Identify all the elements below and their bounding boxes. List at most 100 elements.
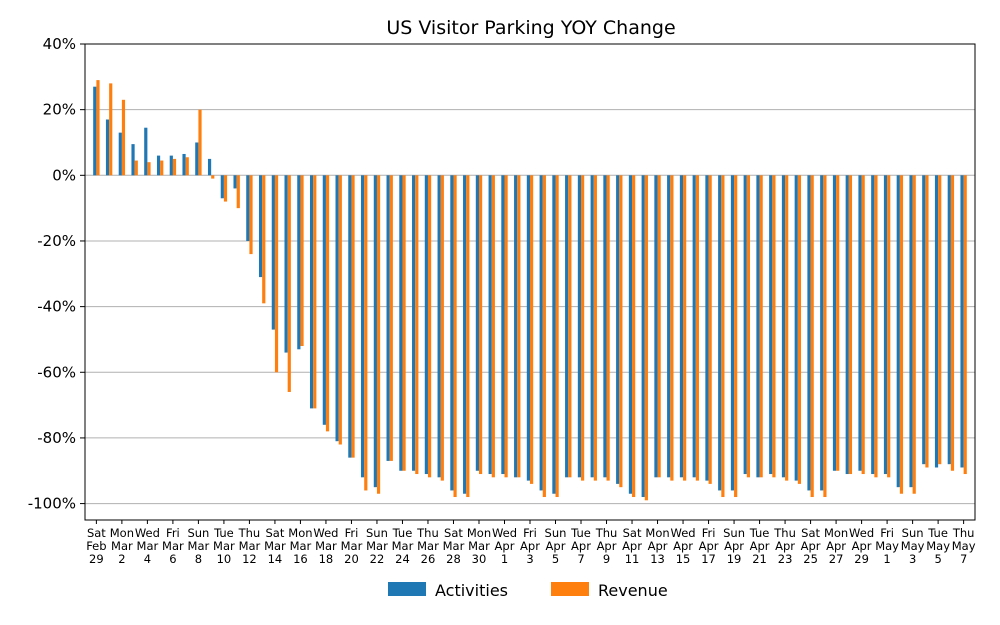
bar-activities <box>577 175 582 478</box>
x-tick-label-line: 16 <box>293 552 308 566</box>
bar-revenue <box>848 175 853 475</box>
x-tick-label-line: 27 <box>829 552 844 566</box>
x-tick-label: Mon Mar 2 <box>110 526 134 566</box>
bar-revenue <box>185 157 189 176</box>
x-tick-label-line: 22 <box>370 552 385 566</box>
bar-revenue <box>376 175 381 494</box>
bar-activities <box>258 175 263 278</box>
bar-revenue <box>950 175 955 471</box>
y-tick-label: 40% <box>43 35 76 53</box>
bar-revenue <box>313 175 317 409</box>
x-tick-label: Tue Apr 7 <box>570 526 591 566</box>
x-tick-label-line: Mar <box>366 539 388 553</box>
y-tick-label: 20% <box>43 101 76 119</box>
bar-revenue <box>925 175 929 468</box>
x-tick-label: Mon Apr 13 <box>645 526 669 566</box>
x-tick-label-line: Fri <box>702 526 716 540</box>
x-tick-label-line: 12 <box>242 552 257 566</box>
bar-revenue <box>887 175 891 478</box>
bar-revenue <box>823 175 827 498</box>
y-tick-label: -100% <box>28 495 76 513</box>
x-tick-label: Wed Apr 1 <box>492 526 517 566</box>
x-tick-label: Thu May 7 <box>952 526 976 566</box>
bar-activities <box>424 175 428 475</box>
bar-revenue <box>938 175 942 465</box>
bar-activities <box>399 175 403 471</box>
x-tick-label-line: Mon <box>467 526 491 540</box>
x-tick-label-line: Thu <box>595 526 618 540</box>
x-tick-label-line: Mon <box>645 526 669 540</box>
x-tick-label: Fri Apr 17 <box>699 526 719 566</box>
x-tick-label-line: 21 <box>752 552 767 566</box>
x-tick-label-line: Mar <box>213 539 235 553</box>
bar-revenue <box>453 175 457 498</box>
x-tick-label-line: Apr <box>520 539 540 553</box>
bar-revenue <box>236 175 240 209</box>
x-tick-label-line: 29 <box>854 552 869 566</box>
x-tick-label-line: Thu <box>238 526 261 540</box>
bar-revenue <box>670 175 674 481</box>
x-tick-label-line: Wed <box>671 526 696 540</box>
bar-revenue <box>593 175 597 481</box>
x-tick-label-line: 24 <box>395 552 410 566</box>
y-tick-label: -60% <box>37 363 76 381</box>
bar-activities <box>667 175 671 478</box>
bar-activities <box>909 175 913 488</box>
x-tick-label: Sat Feb 29 <box>86 526 106 566</box>
bar-activities <box>246 175 250 241</box>
x-tick-label-line: May <box>952 539 976 553</box>
bar-revenue <box>797 175 802 484</box>
bar-revenue <box>198 109 202 176</box>
bar-revenue <box>338 175 342 445</box>
bar-activities <box>195 142 199 176</box>
bar-activities <box>514 175 518 478</box>
x-tick-label: Thu Apr 23 <box>773 526 796 566</box>
bar-activities <box>705 175 709 481</box>
bar-activities <box>947 175 951 465</box>
bar-activities <box>692 175 696 478</box>
bar-revenue <box>632 175 636 498</box>
bar-activities <box>488 175 492 475</box>
x-tick-label-line: Mar <box>392 539 414 553</box>
bar-activities <box>743 175 747 475</box>
x-tick-label-line: 25 <box>803 552 818 566</box>
bar-revenue <box>861 175 865 475</box>
x-tick-label-line: May <box>901 539 925 553</box>
x-tick-label-line: 11 <box>625 552 640 566</box>
bar-revenue <box>785 175 789 481</box>
x-tick-label-line: Apr <box>597 539 617 553</box>
x-tick-label: Thu Mar 12 <box>238 526 261 566</box>
bar-revenue <box>109 83 113 176</box>
bar-revenue <box>402 175 406 471</box>
x-tick-label-line: Mar <box>417 539 439 553</box>
x-tick-label: Tue May 5 <box>926 526 950 566</box>
x-tick-label-line: Mon <box>110 526 134 540</box>
x-tick-label-line: 15 <box>676 552 691 566</box>
x-tick-label-line: Apr <box>852 539 872 553</box>
bar-revenue <box>211 175 215 179</box>
x-tick-label: Sun Mar 22 <box>366 526 388 566</box>
x-tick-label-line: 19 <box>727 552 742 566</box>
x-tick-label-line: 1 <box>883 552 890 566</box>
bar-activities <box>718 175 722 491</box>
bar-activities <box>144 127 148 176</box>
x-tick-label-line: Sun <box>902 526 924 540</box>
bar-revenue <box>568 175 572 478</box>
bar-revenue <box>287 175 291 392</box>
bar-activities <box>169 155 173 176</box>
x-tick-label-line: 28 <box>446 552 461 566</box>
x-tick-label: Mon Mar 30 <box>467 526 491 566</box>
x-tick-label-line: Apr <box>724 539 744 553</box>
x-tick-label-line: Fri <box>345 526 359 540</box>
x-tick-label-line: Wed <box>492 526 517 540</box>
bar-revenue <box>478 175 483 475</box>
bar-revenue <box>440 175 444 481</box>
x-tick-label-line: Tue <box>927 526 948 540</box>
x-tick-label-line: Mon <box>824 526 848 540</box>
x-tick-label: Fri May 1 <box>875 526 899 566</box>
bar-revenue <box>517 175 521 478</box>
x-tick-label-line: Wed <box>849 526 874 540</box>
bar-revenue <box>223 175 228 202</box>
x-tick-label-line: 10 <box>217 552 232 566</box>
